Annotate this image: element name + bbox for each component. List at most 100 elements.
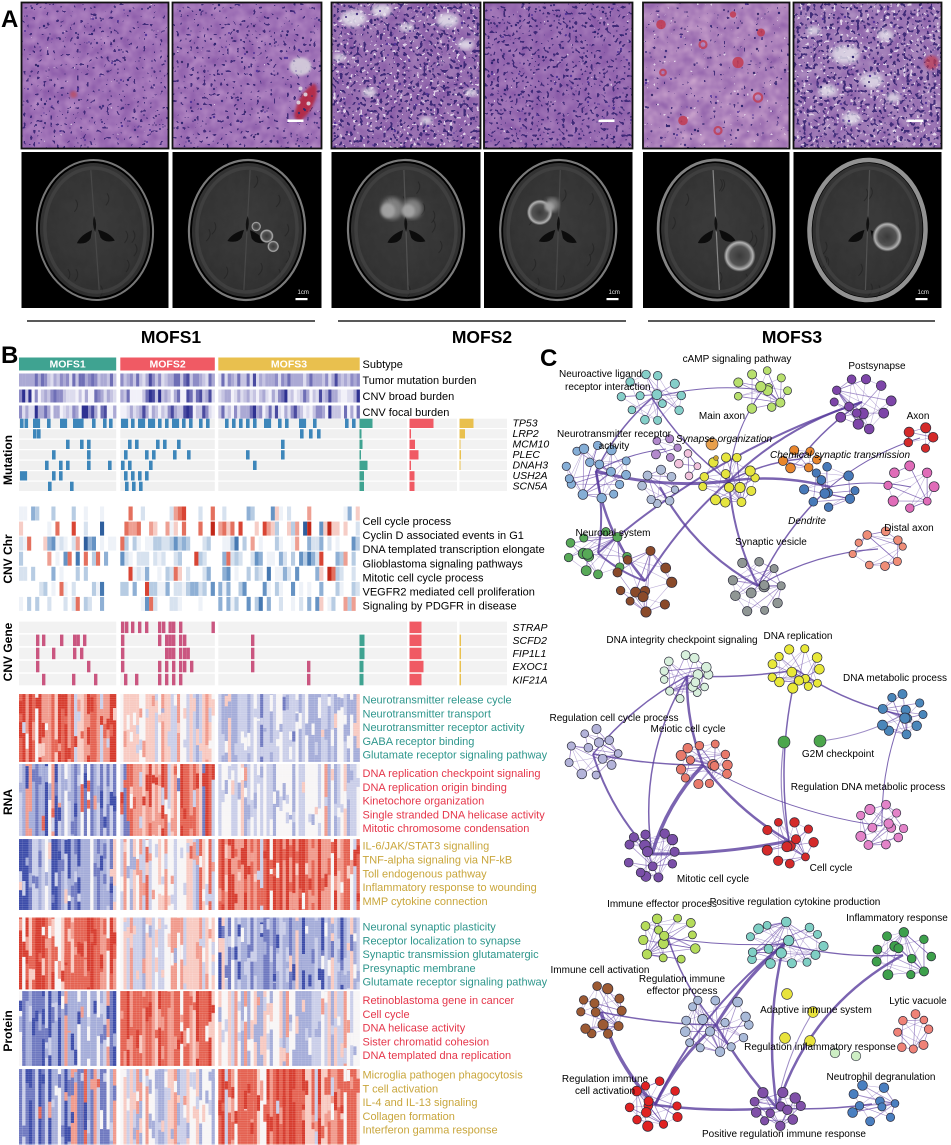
svg-text:Inflammatory response: Inflammatory response bbox=[846, 913, 948, 924]
svg-text:Signaling by PDGFR in disease: Signaling by PDGFR in disease bbox=[363, 601, 517, 613]
svg-text:Neutrophil degranulation: Neutrophil degranulation bbox=[827, 1072, 936, 1083]
svg-text:Tumor mutation burden: Tumor mutation burden bbox=[363, 375, 477, 387]
svg-text:STRAP: STRAP bbox=[513, 622, 548, 634]
svg-text:TNF-alpha signaling via NF-kB: TNF-alpha signaling via NF-kB bbox=[363, 855, 513, 867]
svg-text:SCN5A: SCN5A bbox=[513, 481, 548, 493]
svg-text:DNA replication checkpoint sig: DNA replication checkpoint signaling bbox=[363, 768, 541, 780]
svg-text:CNV broad burden: CNV broad burden bbox=[363, 391, 455, 403]
svg-text:Single stranded DNA helicase a: Single stranded DNA helicase activity bbox=[363, 809, 546, 821]
svg-text:Protein: Protein bbox=[1, 1010, 15, 1051]
svg-text:Inflammatory response to wound: Inflammatory response to wounding bbox=[363, 882, 537, 894]
svg-text:Microglia pathogen phagocytosi: Microglia pathogen phagocytosis bbox=[363, 1070, 524, 1082]
svg-text:MOFS3: MOFS3 bbox=[762, 327, 823, 347]
svg-text:EXOC1: EXOC1 bbox=[513, 661, 549, 673]
svg-text:Dendrite: Dendrite bbox=[788, 516, 826, 527]
svg-text:Lytic vacuole: Lytic vacuole bbox=[889, 996, 947, 1007]
svg-text:1cm: 1cm bbox=[298, 290, 309, 296]
svg-text:DNA replication origin binding: DNA replication origin binding bbox=[363, 782, 507, 794]
svg-text:1cm: 1cm bbox=[609, 290, 620, 296]
svg-text:Mitotic chromosome condensatio: Mitotic chromosome condensation bbox=[363, 823, 530, 835]
svg-text:VEGFR2 mediated cell prolifera: VEGFR2 mediated cell proliferation bbox=[363, 587, 535, 599]
svg-text:MMP cytokine connection: MMP cytokine connection bbox=[363, 896, 488, 908]
svg-text:Retinoblastoma gene in cancer: Retinoblastoma gene in cancer bbox=[363, 995, 515, 1007]
svg-text:Receptor localization to synap: Receptor localization to synapse bbox=[363, 935, 521, 947]
svg-text:Axon: Axon bbox=[907, 411, 930, 422]
svg-text:Immune cell activation: Immune cell activation bbox=[551, 965, 650, 976]
svg-text:CNV Chr: CNV Chr bbox=[1, 534, 15, 584]
svg-text:1cm: 1cm bbox=[918, 290, 929, 296]
svg-text:C: C bbox=[540, 345, 557, 372]
svg-text:Positive regulation cytokine p: Positive regulation cytokine production bbox=[710, 897, 881, 908]
svg-text:Regulation immune: Regulation immune bbox=[639, 974, 726, 985]
svg-text:USH2A: USH2A bbox=[513, 470, 548, 482]
svg-text:Neurotransmitter receptor acti: Neurotransmitter receptor activity bbox=[363, 722, 525, 734]
svg-text:Positive regulation immune res: Positive regulation immune response bbox=[702, 1129, 866, 1140]
svg-text:Cyclin D associated events in: Cyclin D associated events in G1 bbox=[363, 530, 524, 542]
svg-text:DNA templated transcription el: DNA templated transcription elongate bbox=[363, 544, 545, 556]
svg-text:Subtype: Subtype bbox=[363, 359, 403, 371]
svg-text:Toll endogenous pathway: Toll endogenous pathway bbox=[363, 868, 488, 880]
svg-text:Regulation DNA metabolic proce: Regulation DNA metabolic process bbox=[791, 782, 946, 793]
svg-text:MOFS3: MOFS3 bbox=[271, 359, 307, 371]
svg-text:MCM10: MCM10 bbox=[513, 439, 550, 451]
svg-text:Kinetochore organization: Kinetochore organization bbox=[363, 796, 485, 808]
svg-text:Neurotransmitter release cycle: Neurotransmitter release cycle bbox=[363, 695, 512, 707]
svg-text:MOFS2: MOFS2 bbox=[452, 327, 513, 347]
svg-text:B: B bbox=[1, 342, 18, 369]
svg-text:Cell cycle: Cell cycle bbox=[363, 1009, 410, 1021]
svg-text:Synaptic vesicle: Synaptic vesicle bbox=[735, 537, 807, 548]
svg-text:DNA metabolic process: DNA metabolic process bbox=[843, 673, 947, 684]
svg-text:Postsynapse: Postsynapse bbox=[848, 361, 906, 372]
svg-text:Regulation immune: Regulation immune bbox=[562, 1074, 649, 1085]
svg-text:Meiotic cell cycle: Meiotic cell cycle bbox=[650, 724, 725, 735]
svg-text:cell activation: cell activation bbox=[575, 1086, 635, 1097]
svg-text:Synapse organization: Synapse organization bbox=[676, 434, 773, 445]
svg-text:A: A bbox=[1, 6, 18, 33]
svg-text:Neuroactive ligand: Neuroactive ligand bbox=[559, 369, 642, 380]
svg-text:IL-6/JAK/STAT3 signalling: IL-6/JAK/STAT3 signalling bbox=[363, 841, 490, 853]
svg-text:CNV focal burden: CNV focal burden bbox=[363, 407, 450, 419]
svg-text:Presynaptic membrane: Presynaptic membrane bbox=[363, 963, 476, 975]
svg-text:Regulation cell cycle process: Regulation cell cycle process bbox=[550, 713, 679, 724]
svg-text:SCFD2: SCFD2 bbox=[513, 635, 548, 647]
svg-text:activity: activity bbox=[599, 441, 630, 452]
svg-text:Regulation inflammatory respon: Regulation inflammatory response bbox=[744, 1042, 896, 1053]
svg-text:Synaptic transmission glutamat: Synaptic transmission glutamatergic bbox=[363, 949, 540, 961]
svg-text:Sister chromatid cohesion: Sister chromatid cohesion bbox=[363, 1036, 490, 1048]
svg-text:receptor interaction: receptor interaction bbox=[565, 382, 651, 393]
svg-text:T cell activation: T cell activation bbox=[363, 1083, 439, 1095]
svg-text:KIF21A: KIF21A bbox=[513, 674, 548, 686]
svg-text:Glutamate receptor signaling p: Glutamate receptor signaling pathway bbox=[363, 977, 548, 989]
svg-text:TP53: TP53 bbox=[513, 418, 538, 430]
svg-text:IL-4 and IL-13 signaling: IL-4 and IL-13 signaling bbox=[363, 1097, 478, 1109]
svg-text:Neurotransmitter receptor: Neurotransmitter receptor bbox=[557, 429, 672, 440]
svg-text:MOFS1: MOFS1 bbox=[141, 327, 202, 347]
svg-text:Distal axon: Distal axon bbox=[884, 523, 933, 534]
svg-text:effector process: effector process bbox=[647, 986, 718, 997]
svg-text:Chemical synaptic transmission: Chemical synaptic transmission bbox=[770, 450, 910, 461]
svg-text:Cell cycle process: Cell cycle process bbox=[363, 516, 452, 528]
svg-text:Mitotic cell cycle process: Mitotic cell cycle process bbox=[363, 572, 485, 584]
svg-text:Glioblastoma signaling pathway: Glioblastoma signaling pathways bbox=[363, 558, 524, 570]
svg-text:MOFS1: MOFS1 bbox=[50, 359, 86, 371]
svg-text:Glutamate receptor signaling p: Glutamate receptor signaling pathway bbox=[363, 750, 548, 762]
svg-text:Mutation: Mutation bbox=[1, 435, 15, 485]
svg-text:Main axon: Main axon bbox=[699, 411, 745, 422]
svg-text:Neurotransmitter transport: Neurotransmitter transport bbox=[363, 708, 491, 720]
svg-text:Cell cycle: Cell cycle bbox=[810, 863, 853, 874]
svg-text:CNV Gene: CNV Gene bbox=[1, 622, 15, 681]
svg-text:DNA helicase activity: DNA helicase activity bbox=[363, 1023, 466, 1035]
svg-text:FIP1L1: FIP1L1 bbox=[513, 648, 547, 660]
svg-text:G2M checkpoint: G2M checkpoint bbox=[802, 749, 874, 760]
svg-text:RNA: RNA bbox=[1, 789, 15, 815]
svg-text:Adaptive immune system: Adaptive immune system bbox=[760, 1005, 872, 1016]
svg-text:Neuronal synaptic plasticity: Neuronal synaptic plasticity bbox=[363, 922, 497, 934]
svg-text:GABA receptor binding: GABA receptor binding bbox=[363, 736, 475, 748]
svg-text:PLEC: PLEC bbox=[513, 449, 541, 461]
svg-text:Neuronal system: Neuronal system bbox=[575, 528, 650, 539]
svg-text:cAMP signaling pathway: cAMP signaling pathway bbox=[683, 354, 792, 365]
svg-text:DNA integrity checkpoint signa: DNA integrity checkpoint signaling bbox=[606, 635, 757, 646]
svg-text:DNA replication: DNA replication bbox=[764, 631, 833, 642]
svg-text:MOFS2: MOFS2 bbox=[150, 359, 186, 371]
svg-text:Mitotic cell cycle: Mitotic cell cycle bbox=[677, 874, 750, 885]
